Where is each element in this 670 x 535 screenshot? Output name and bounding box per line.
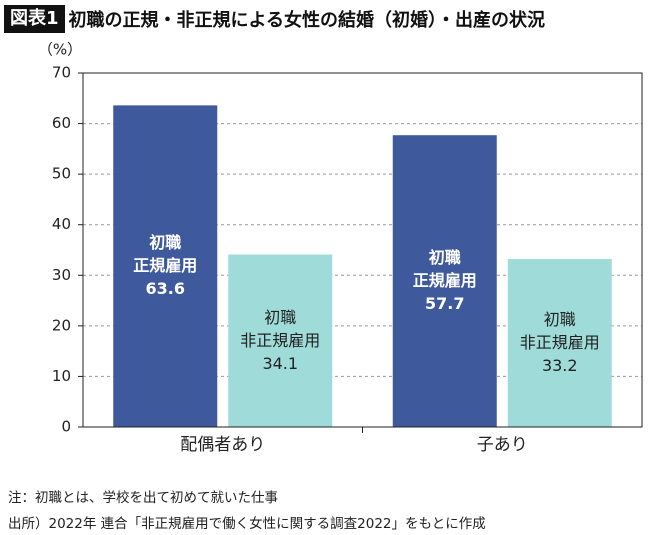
chart-title: 初職の正規・非正規による女性の結婚（初婚）・出産の状況 bbox=[68, 10, 545, 31]
y-tick-label: 60 bbox=[52, 114, 71, 132]
series-name: 初職 正規雇用 bbox=[412, 248, 477, 291]
value-label: 57.7 bbox=[425, 294, 465, 314]
value-label: 63.6 bbox=[145, 279, 185, 299]
y-tick-label: 30 bbox=[52, 266, 71, 284]
bar bbox=[113, 105, 218, 427]
bar bbox=[392, 135, 497, 427]
note: 注：初職とは、学校を出て初めて就いた仕事 bbox=[8, 490, 278, 506]
value-label: 34.1 bbox=[262, 353, 299, 373]
y-tick-label: 70 bbox=[52, 64, 71, 82]
y-unit: （%） bbox=[38, 41, 82, 59]
bar-label: 初職 非正規雇用 34.1 bbox=[228, 306, 332, 375]
series-name: 初職 非正規雇用 bbox=[240, 307, 321, 350]
y-tick-label: 20 bbox=[52, 316, 71, 334]
value-label: 33.2 bbox=[541, 356, 578, 376]
plot-frame bbox=[82, 72, 643, 428]
source: 出所）2022年 連合「非正規雇用で働く女性に関する調査2022」をもとに作成 bbox=[8, 516, 486, 532]
bar-label: 初職 正規雇用 57.7 bbox=[393, 246, 497, 315]
bar bbox=[228, 254, 333, 427]
y-tick-label: 0 bbox=[61, 418, 71, 436]
series-name: 初職 非正規雇用 bbox=[519, 310, 600, 353]
y-tick-label: 10 bbox=[52, 367, 71, 385]
y-tick-label: 50 bbox=[52, 165, 71, 183]
series-name: 初職 正規雇用 bbox=[133, 233, 198, 276]
bar-label: 初職 非正規雇用 33.2 bbox=[508, 308, 612, 377]
title-row: 図表1 初職の正規・非正規による女性の結婚（初婚）・出産の状況 bbox=[4, 4, 545, 34]
bar bbox=[507, 259, 612, 427]
y-tick-label: 40 bbox=[52, 215, 71, 233]
figure-badge: 図表1 bbox=[4, 5, 65, 33]
x-tick-label: 配偶者あり bbox=[180, 435, 265, 455]
x-tick-label: 子あり bbox=[477, 435, 528, 455]
bar-label: 初職 正規雇用 63.6 bbox=[113, 231, 217, 300]
